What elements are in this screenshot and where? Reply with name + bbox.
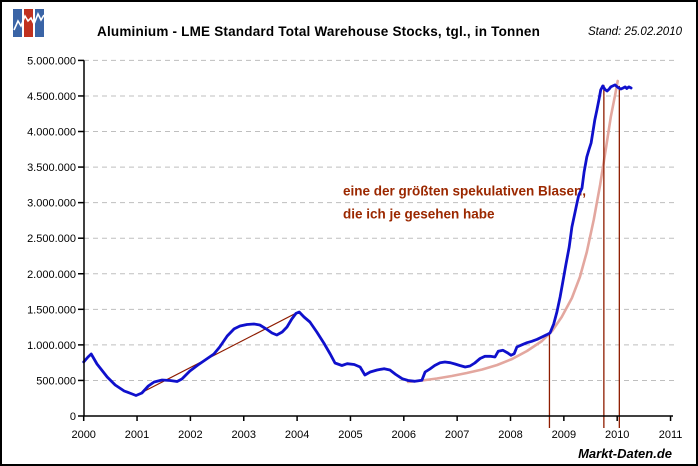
svg-text:3.000.000: 3.000.000 — [27, 198, 76, 210]
logo-bar-3 — [35, 9, 44, 37]
svg-text:2003: 2003 — [232, 429, 256, 441]
svg-text:4.000.000: 4.000.000 — [27, 127, 76, 139]
logo-bar-2 — [24, 9, 33, 37]
svg-text:500.000: 500.000 — [36, 375, 76, 387]
y-axis-labels: 0 500.000 1.000.000 1.500.000 2.000.000 2.500… — [27, 55, 76, 423]
svg-text:die ich je gesehen habe: die ich je gesehen habe — [343, 206, 495, 221]
logo-zigzag — [13, 12, 45, 31]
svg-text:0: 0 — [70, 411, 76, 423]
bubble-curve — [406, 79, 620, 384]
markt-daten-logo-icon — [13, 9, 45, 37]
svg-text:eine der größten spekulativen: eine der größten spekulativen Blasen, — [343, 184, 586, 199]
svg-text:2.500.000: 2.500.000 — [27, 233, 76, 245]
axes — [78, 59, 673, 421]
svg-text:2008: 2008 — [498, 429, 522, 441]
watermark-markt-daten: Markt-Daten.de — [578, 446, 672, 461]
svg-text:2001: 2001 — [125, 429, 149, 441]
svg-text:2006: 2006 — [392, 429, 416, 441]
svg-text:2005: 2005 — [338, 429, 362, 441]
svg-text:2004: 2004 — [285, 429, 309, 441]
vertical-marker-lines — [548, 84, 620, 428]
svg-text:1.000.000: 1.000.000 — [27, 340, 76, 352]
svg-text:2011: 2011 — [659, 429, 683, 441]
chart-title: Aluminium - LME Standard Total Warehouse… — [97, 24, 541, 39]
x-axis-labels: 2000 2001 2002 2003 2004 2005 2006 2007 2008 2009… — [71, 429, 682, 441]
svg-text:5.000.000: 5.000.000 — [27, 55, 76, 67]
svg-text:2000: 2000 — [71, 429, 95, 441]
stocks-line — [82, 83, 633, 397]
annotation-text: eine der größten spekulativen Blasen, die… — [343, 184, 586, 222]
svg-text:2.000.000: 2.000.000 — [27, 269, 76, 281]
svg-text:2002: 2002 — [178, 429, 202, 441]
svg-text:3.500.000: 3.500.000 — [27, 162, 76, 174]
trend-line — [135, 310, 300, 397]
as-of-date: Stand: 25.02.2010 — [588, 26, 682, 38]
svg-text:4.500.000: 4.500.000 — [27, 91, 76, 103]
svg-text:2009: 2009 — [552, 429, 576, 441]
svg-text:2007: 2007 — [445, 429, 469, 441]
svg-text:2010: 2010 — [605, 429, 629, 441]
svg-text:1.500.000: 1.500.000 — [27, 304, 76, 316]
